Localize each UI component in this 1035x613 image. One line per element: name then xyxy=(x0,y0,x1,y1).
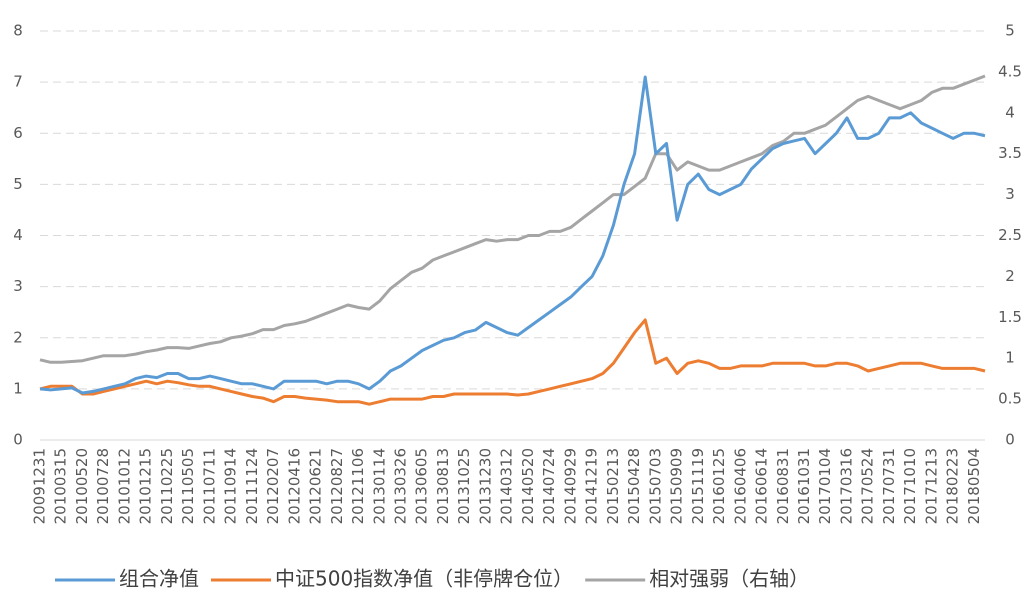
y-tick-label: 2 xyxy=(13,328,23,346)
x-tick-label: 20101012 xyxy=(115,448,133,524)
x-tick-label: 20170316 xyxy=(837,448,855,524)
x-tick-label: 20150909 xyxy=(668,448,686,524)
y-tick-label: 1 xyxy=(13,379,23,397)
y2-tick-label: 0 xyxy=(1005,431,1015,449)
x-tick-label: 20170524 xyxy=(859,448,877,524)
x-tick-label: 20101215 xyxy=(137,448,155,524)
x-tick-label: 20120207 xyxy=(264,448,282,524)
series-line xyxy=(39,318,986,406)
y2-tick-label: 4 xyxy=(1005,103,1015,121)
legend-label: 相对强弱（右轴） xyxy=(649,567,809,591)
y2-tick-label: 1 xyxy=(1005,349,1015,367)
y-tick-label: 8 xyxy=(13,22,23,40)
x-tick-label: 20100315 xyxy=(52,448,70,524)
y-tick-label: 0 xyxy=(13,431,23,449)
x-tick-label: 20160125 xyxy=(710,448,728,524)
x-tick-label: 20170731 xyxy=(880,448,898,524)
x-tick-label: 20130326 xyxy=(392,448,410,524)
x-tick-label: 20141219 xyxy=(583,448,601,524)
legend-label: 组合净值 xyxy=(119,567,199,591)
y-tick-label: 3 xyxy=(13,277,23,295)
x-tick-label: 20121106 xyxy=(349,448,367,524)
x-tick-label: 20180223 xyxy=(944,448,962,524)
y2-tick-label: 3 xyxy=(1005,185,1015,203)
x-tick-label: 20100520 xyxy=(73,448,91,524)
x-tick-label: 20171010 xyxy=(901,448,919,524)
legend-label: 中证500指数净值（非停牌仓位） xyxy=(275,567,573,591)
y-tick-label: 7 xyxy=(13,73,23,91)
y2-tick-label: 4.5 xyxy=(998,62,1022,80)
x-tick-label: 20110914 xyxy=(222,448,240,524)
x-tick-label: 20130114 xyxy=(370,448,388,524)
x-tick-label: 20161031 xyxy=(795,448,813,524)
y-tick-label: 6 xyxy=(13,124,23,142)
x-tick-label: 20100728 xyxy=(94,448,112,524)
y2-tick-label: 2.5 xyxy=(998,226,1022,244)
y-tick-label: 5 xyxy=(13,175,23,193)
x-tick-label: 20130605 xyxy=(413,448,431,524)
x-tick-label: 20140724 xyxy=(540,448,558,524)
x-tick-label: 20140929 xyxy=(561,448,579,524)
x-tick-label: 20160406 xyxy=(731,448,749,524)
x-tick-label: 20140312 xyxy=(498,448,516,524)
x-tick-label: 20180504 xyxy=(965,448,983,524)
x-tick-label: 20111124 xyxy=(243,448,261,524)
x-tick-label: 20131230 xyxy=(476,448,494,524)
x-tick-label: 20110711 xyxy=(200,448,218,524)
x-tick-label: 20140520 xyxy=(519,448,537,524)
x-tick-label: 20150213 xyxy=(604,448,622,524)
x-tick-label: 20130813 xyxy=(434,448,452,524)
series-line xyxy=(39,75,986,395)
x-tick-label: 20110505 xyxy=(179,448,197,524)
x-tick-label: 20160614 xyxy=(753,448,771,524)
x-tick-label: 20150703 xyxy=(646,448,664,524)
y2-tick-label: 3.5 xyxy=(998,144,1022,162)
y2-tick-label: 2 xyxy=(1005,267,1015,285)
y2-tick-label: 1.5 xyxy=(998,308,1022,326)
x-tick-label: 20160831 xyxy=(774,448,792,524)
x-tick-label: 20091231 xyxy=(31,448,49,524)
x-tick-label: 20150428 xyxy=(625,448,643,524)
x-tick-label: 20151119 xyxy=(689,448,707,524)
x-tick-label: 20120621 xyxy=(307,448,325,524)
y-tick-label: 4 xyxy=(13,226,23,244)
x-tick-label: 20120827 xyxy=(328,448,346,524)
x-tick-label: 20170104 xyxy=(816,448,834,524)
x-tick-label: 20110225 xyxy=(158,448,176,524)
y2-tick-label: 0.5 xyxy=(998,390,1022,408)
series-line xyxy=(39,74,986,364)
x-tick-label: 20171213 xyxy=(922,448,940,524)
y2-tick-label: 5 xyxy=(1005,22,1015,40)
x-tick-label: 20120416 xyxy=(285,448,303,524)
x-tick-label: 20131025 xyxy=(455,448,473,524)
